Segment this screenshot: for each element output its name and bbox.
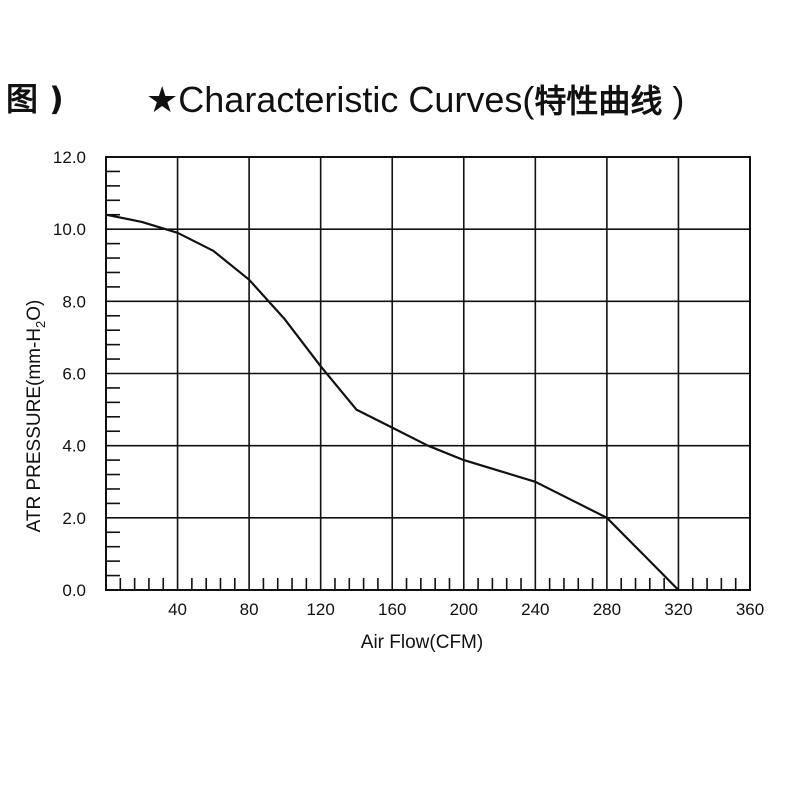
y-tick-label: 12.0 [53, 148, 86, 167]
title-chinese: 特性曲线 [534, 82, 663, 120]
x-tick-label: 360 [736, 600, 764, 619]
x-tick-label: 320 [664, 600, 692, 619]
x-axis-title: Air Flow(CFM) [361, 632, 483, 653]
y-tick-label: 6.0 [62, 365, 86, 384]
grid [105, 156, 751, 591]
x-tick-label: 40 [168, 600, 187, 619]
y-tick-label: 8.0 [62, 292, 86, 311]
x-tick-label: 160 [378, 600, 406, 619]
x-tick-label: 120 [306, 600, 334, 619]
y-tick-label: 4.0 [62, 437, 86, 456]
y-tick-label: 2.0 [62, 509, 86, 528]
curve-layer [105, 213, 680, 591]
title-english: Characteristic Curves( [178, 79, 535, 120]
x-tick-label: 200 [450, 600, 478, 619]
minor-ticks [106, 170, 737, 590]
y-tick-label: 0.0 [62, 581, 86, 600]
title-fragment: 图 ) [6, 80, 64, 118]
y-axis-title-end: O) [24, 300, 45, 321]
chart-title: ★Characteristic Curves(特性曲线 ) [146, 76, 684, 122]
series-curve [105, 213, 680, 591]
tick-labels: 0.0 2.0 4.0 6.0 8.0 10.0 12.0 40 80 120 160 200 240 2… [53, 148, 764, 619]
x-tick-label: 80 [240, 600, 259, 619]
y-tick-label: 10.0 [53, 220, 86, 239]
title-close: ) [662, 79, 685, 120]
x-tick-label: 240 [521, 600, 549, 619]
y-axis-title: ATR PRESSURE(mm-H2O) [24, 300, 48, 533]
y-axis-title-sub: 2 [33, 321, 48, 328]
y-axis-title-main: ATR PRESSURE(mm-H [24, 328, 45, 532]
star-icon: ★ [146, 79, 179, 120]
x-tick-label: 280 [593, 600, 621, 619]
